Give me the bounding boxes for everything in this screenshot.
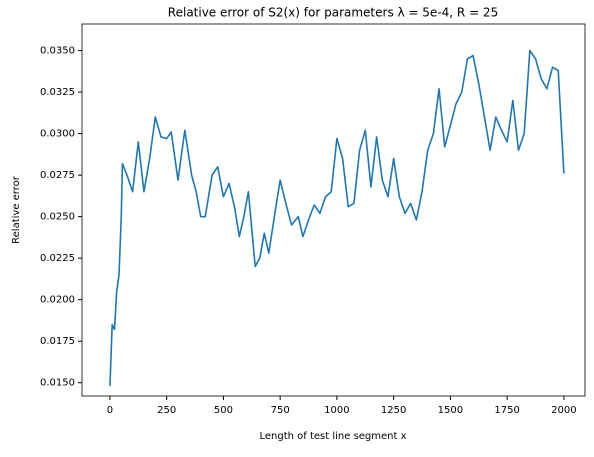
y-tick-label: 0.0350 [40, 46, 75, 57]
y-tick-label: 0.0275 [40, 170, 75, 181]
y-axis-label: Relative error [11, 175, 22, 244]
y-tick-label: 0.0150 [40, 378, 75, 389]
x-tick-label: 750 [271, 405, 290, 416]
y-tick-label: 0.0250 [40, 212, 75, 223]
line [109, 49, 565, 387]
x-tick-label: 1250 [381, 405, 406, 416]
y-tick-label: 0.0300 [40, 129, 75, 140]
plot-frame [81, 23, 586, 397]
x-tick-label: 1750 [494, 405, 519, 416]
x-tick-label: 1500 [438, 405, 463, 416]
chart-title: Relative error of S2(x) for parameters λ… [168, 6, 498, 20]
x-tick-label: 500 [214, 405, 233, 416]
x-tick-label: 2000 [551, 405, 576, 416]
x-tick-label: 0 [107, 405, 113, 416]
x-tick-label: 250 [157, 405, 176, 416]
y-tick-label: 0.0325 [40, 87, 75, 98]
x-tick-label: 1000 [324, 405, 349, 416]
x-axis-label: Length of test line segment x [259, 431, 406, 442]
y-tick-label: 0.0175 [40, 336, 75, 347]
y-tick-label: 0.0225 [40, 253, 75, 264]
y-tick-label: 0.0200 [40, 295, 75, 306]
